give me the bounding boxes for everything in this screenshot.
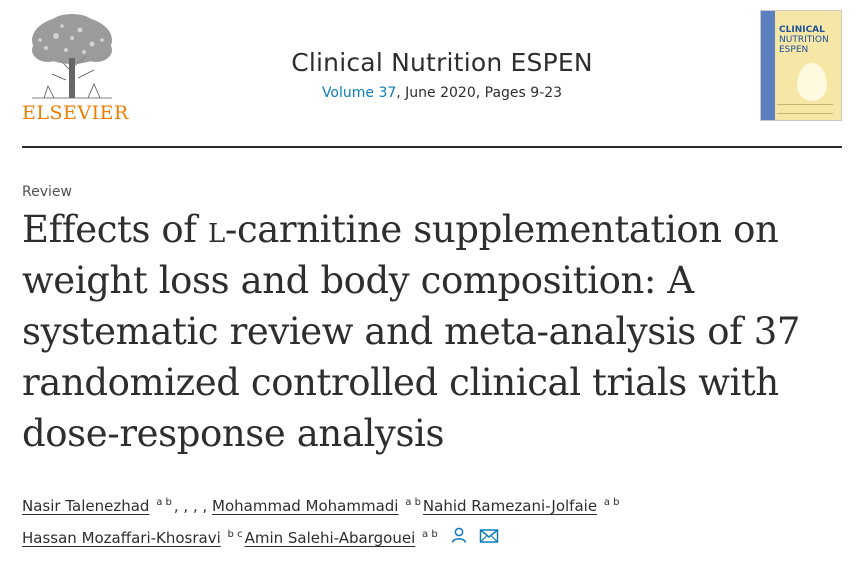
author-name[interactable]: Nahid Ramezani-Jolfaie	[422, 497, 598, 515]
elsevier-wordmark: ELSEVIER	[22, 102, 129, 124]
author-name[interactable]: Mohammad Mohammadi	[212, 497, 399, 515]
author-name[interactable]: Amin Salehi-Abargouei	[244, 529, 416, 547]
journal-cover-image[interactable]: Clinical Nutrition ESPEN	[760, 10, 842, 121]
journal-header: ELSEVIER Clinical Nutrition ESPEN Volume…	[22, 10, 842, 140]
author-list: Nasir Talenezhad a b, , , , Mohammad Moh…	[22, 490, 842, 555]
person-icon[interactable]	[450, 523, 468, 555]
author-separator: , , , ,	[173, 497, 213, 515]
elsevier-tree-icon	[32, 14, 112, 99]
header-divider	[22, 146, 842, 148]
article-title: Effects of l-carnitine supplementation o…	[22, 208, 801, 455]
author-affiliation[interactable]: a b	[405, 497, 421, 508]
cover-title: Clinical Nutrition ESPEN	[779, 25, 829, 55]
issue-info: , June 2020, Pages 9-23	[396, 85, 563, 101]
author-affiliation[interactable]: a b	[156, 497, 172, 508]
volume-link[interactable]: Volume 37	[321, 85, 397, 101]
author-name[interactable]: Hassan Mozaffari-Khosravi	[22, 529, 221, 547]
cover-drop-graphic	[797, 63, 827, 101]
author-affiliation[interactable]: a b	[422, 529, 438, 540]
envelope-icon[interactable]	[479, 523, 499, 555]
article-type: Review	[22, 184, 72, 200]
journal-title-link[interactable]: Clinical Nutrition ESPEN	[291, 48, 593, 77]
volume-line: Volume 37, June 2020, Pages 9-23	[222, 85, 662, 101]
author-affiliation[interactable]: b c	[227, 529, 243, 540]
elsevier-logo[interactable]: ELSEVIER	[22, 10, 129, 128]
author-affiliation[interactable]: a b	[603, 497, 620, 508]
cover-footer-lines	[777, 104, 833, 114]
author-name[interactable]: Nasir Talenezhad	[22, 497, 150, 515]
journal-info: Clinical Nutrition ESPEN Volume 37, June…	[222, 48, 662, 101]
